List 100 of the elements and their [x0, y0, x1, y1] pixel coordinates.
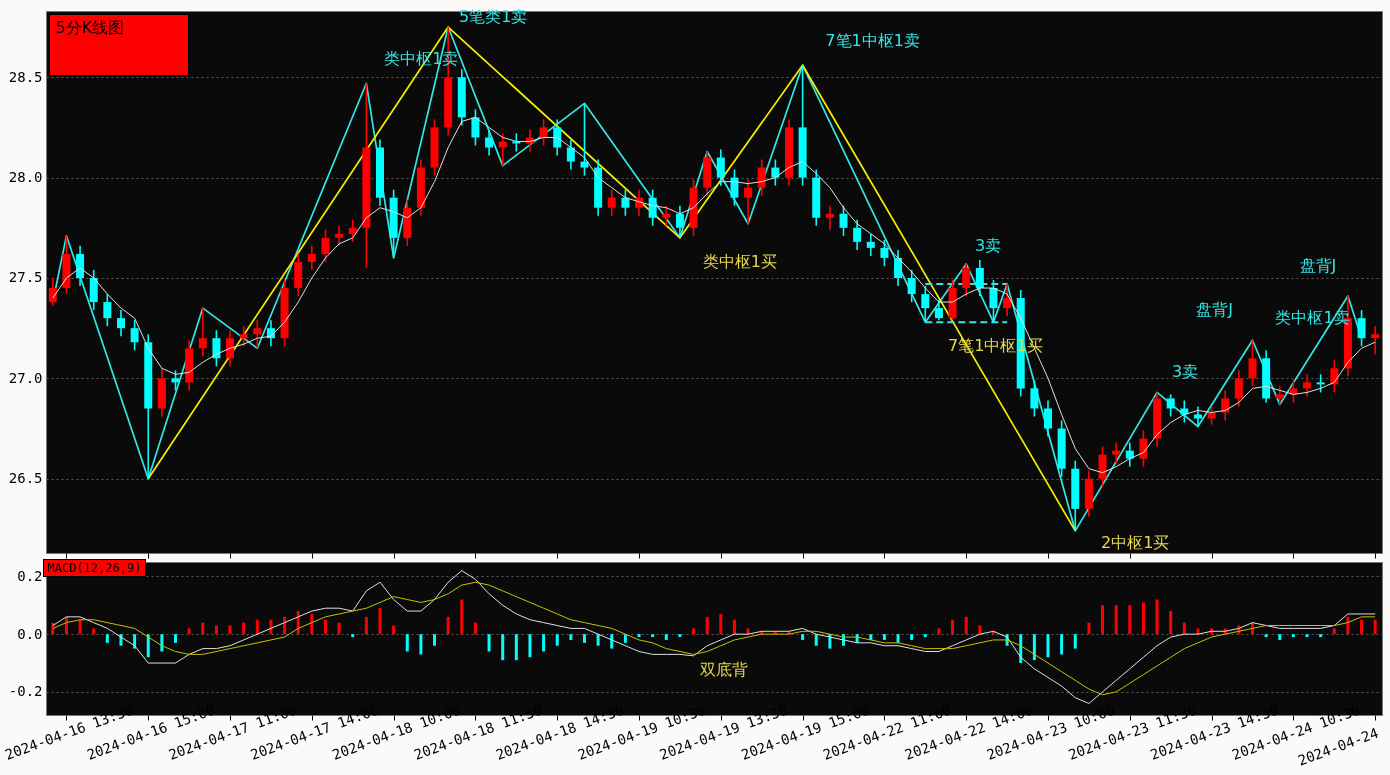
candlestick — [1193, 405, 1202, 428]
bar — [1073, 634, 1077, 649]
title-label-box: 5分K线图 — [48, 13, 189, 76]
y-tick-label: 28.0 — [8, 169, 43, 186]
bar — [1128, 605, 1132, 635]
candlestick — [1303, 373, 1312, 398]
bar — [910, 634, 914, 640]
candlestick — [607, 188, 616, 217]
bar — [255, 619, 259, 635]
candlestick — [553, 118, 562, 157]
candlestick — [198, 307, 207, 358]
candlestick — [1030, 379, 1039, 418]
bar — [1046, 634, 1050, 658]
candlestick — [757, 158, 766, 197]
bar — [814, 634, 818, 646]
candlestick — [1003, 283, 1012, 317]
bar — [1360, 619, 1364, 635]
bar — [351, 634, 355, 638]
y-tick-label: 27.5 — [8, 269, 43, 286]
annotation: 3卖 — [1171, 362, 1199, 382]
bar — [105, 634, 109, 643]
bar — [78, 619, 82, 635]
annotation: 7笔1中枢1卖 — [825, 31, 920, 51]
y-tick-label: 0.0 — [17, 625, 43, 642]
bar — [405, 634, 409, 652]
candlestick — [348, 218, 357, 243]
candlestick — [880, 239, 889, 267]
bar — [337, 622, 341, 635]
candlestick — [1357, 309, 1366, 348]
candlestick — [103, 293, 112, 327]
candlestick — [921, 285, 930, 323]
candlestick — [566, 138, 575, 171]
candlestick — [171, 369, 180, 392]
candlestick — [962, 263, 971, 297]
candlestick — [239, 325, 248, 348]
candlestick — [485, 128, 494, 157]
bar — [937, 628, 941, 635]
candlestick — [1221, 389, 1230, 422]
annotation: 盘背J — [1299, 256, 1337, 276]
bar — [1114, 605, 1118, 635]
bar — [1291, 634, 1295, 638]
bar — [1196, 628, 1200, 635]
bar — [664, 634, 668, 640]
bar — [1346, 616, 1350, 635]
bar — [378, 608, 382, 635]
bar — [1264, 634, 1268, 638]
candlestick — [212, 329, 221, 368]
candlestick — [321, 229, 330, 263]
candlestick — [1234, 369, 1243, 408]
bar — [174, 634, 178, 643]
bar — [1319, 634, 1323, 638]
bar — [610, 634, 614, 649]
bar — [705, 616, 709, 635]
y-tick-label: 26.5 — [8, 470, 43, 487]
bar — [1278, 634, 1282, 640]
bar — [1182, 622, 1186, 635]
bar — [801, 634, 805, 640]
candlestick — [839, 204, 848, 237]
bar — [514, 634, 518, 661]
bar — [228, 625, 232, 635]
bar — [283, 616, 287, 635]
candlestick — [48, 277, 57, 307]
bar — [1305, 634, 1309, 638]
candlestick — [539, 118, 548, 147]
bar — [392, 625, 396, 635]
bar — [882, 634, 886, 640]
candlestick — [1044, 399, 1052, 438]
line-series — [147, 26, 1077, 532]
bar — [1060, 634, 1064, 655]
annotation: 双底背 — [699, 659, 748, 679]
candlestick — [730, 168, 739, 207]
bar — [1373, 619, 1377, 635]
bar — [569, 634, 573, 640]
bar — [201, 622, 205, 635]
candlestick — [580, 102, 589, 177]
bar — [651, 634, 655, 638]
bar — [242, 622, 246, 635]
candlestick — [675, 204, 684, 239]
bar — [582, 634, 586, 643]
candlestick — [1166, 393, 1175, 418]
y-tick-label: -0.2 — [8, 683, 43, 700]
candlestick — [498, 132, 507, 167]
annotation: 类中枢1买 — [702, 251, 778, 271]
candlestick — [471, 108, 480, 147]
candlestick — [825, 204, 834, 231]
candlestick — [1371, 325, 1380, 356]
bar — [1155, 599, 1159, 635]
bar — [542, 634, 546, 652]
annotation: 5笔类1卖 — [458, 7, 528, 27]
candlestick — [253, 319, 262, 350]
bar — [1087, 622, 1091, 635]
candlestick — [934, 299, 943, 321]
bar — [1032, 634, 1036, 661]
candlestick — [662, 204, 671, 227]
bar — [364, 616, 368, 635]
candlestick — [894, 249, 903, 287]
candlestick — [975, 259, 984, 297]
bar — [732, 619, 736, 635]
candlestick — [853, 218, 862, 251]
candlestick — [621, 188, 630, 217]
